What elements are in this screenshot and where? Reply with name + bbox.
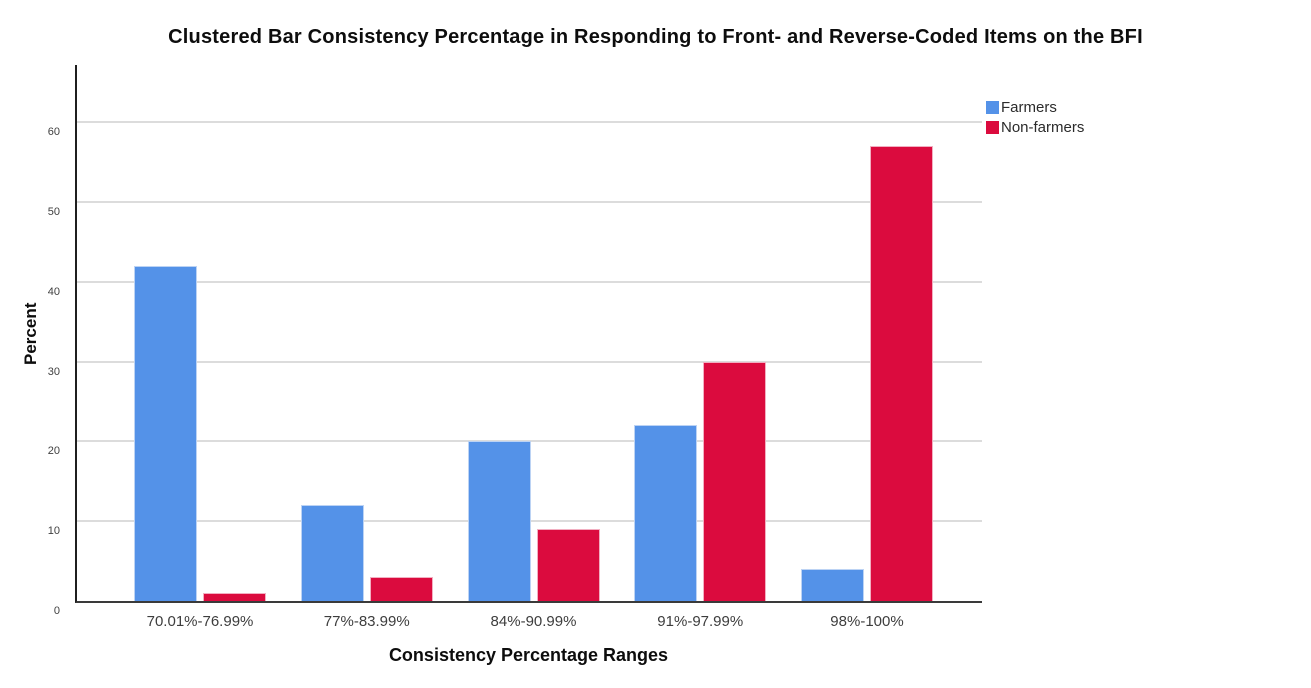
legend-swatch-icon: [986, 121, 999, 134]
bar-group-2: 84%-90.99%: [467, 65, 600, 630]
legend-item-farmers: Farmers: [986, 98, 1084, 117]
bar-farmers-2: [467, 441, 531, 601]
y-tick-label-50: 50: [47, 205, 60, 218]
legend-label: Non-farmers: [1001, 119, 1085, 136]
legend-swatch-icon: [986, 101, 999, 114]
x-tick-label-3: 91%-97.99%: [657, 613, 744, 630]
gridline-50: [77, 200, 982, 203]
bar-farmers-4: [801, 569, 864, 601]
bar-farmers-3: [634, 425, 698, 601]
y-tick-label-40: 40: [47, 285, 60, 298]
bar-non-farmers-3: [703, 362, 767, 601]
plot-area: 70.01%-76.99% 77%-83.99% 84%-90.99% 91%-97.…: [75, 65, 982, 630]
x-tick-label-0: 70.01%-76.99%: [146, 613, 254, 630]
bar-group-0: 70.01%-76.99%: [134, 65, 266, 630]
x-tick-label-4: 98%-100%: [830, 613, 904, 630]
bar-group-4: 98%-100%: [801, 65, 933, 630]
bar-farmers-0: [134, 266, 197, 601]
x-tick-label-2: 84%-90.99%: [490, 613, 577, 630]
y-tick-label-20: 20: [47, 445, 60, 458]
bar-non-farmers-4: [870, 146, 933, 601]
bar-non-farmers-2: [536, 529, 600, 601]
bar-farmers-1: [300, 505, 364, 601]
y-tick-label-0: 0: [53, 605, 60, 617]
gridline-40: [77, 280, 982, 283]
y-tick-label-30: 30: [47, 365, 60, 378]
gridline-30: [77, 360, 982, 363]
x-tick-label-1: 77%-83.99%: [323, 613, 410, 630]
bar-non-farmers-0: [203, 593, 266, 601]
chart-title: Clustered Bar Consistency Percentage in …: [168, 26, 1143, 48]
y-axis-tick-labels: 0 10 20 30 40 50 60: [0, 65, 68, 617]
legend-item-non-farmers: Non-farmers: [986, 118, 1084, 137]
x-axis-title: Consistency Percentage Ranges: [388, 645, 669, 665]
gridline-60: [77, 121, 982, 124]
legend: Farmers Non-farmers: [986, 98, 1084, 137]
y-tick-label-60: 60: [47, 126, 60, 139]
bar-group-1: 77%-83.99%: [300, 65, 433, 630]
bar-non-farmers-1: [369, 577, 433, 601]
bars-row: 70.01%-76.99% 77%-83.99% 84%-90.99% 91%-97.…: [77, 65, 982, 630]
y-tick-label-10: 10: [47, 525, 60, 538]
legend-label: Farmers: [1001, 99, 1057, 116]
bar-group-3: 91%-97.99%: [634, 65, 767, 630]
